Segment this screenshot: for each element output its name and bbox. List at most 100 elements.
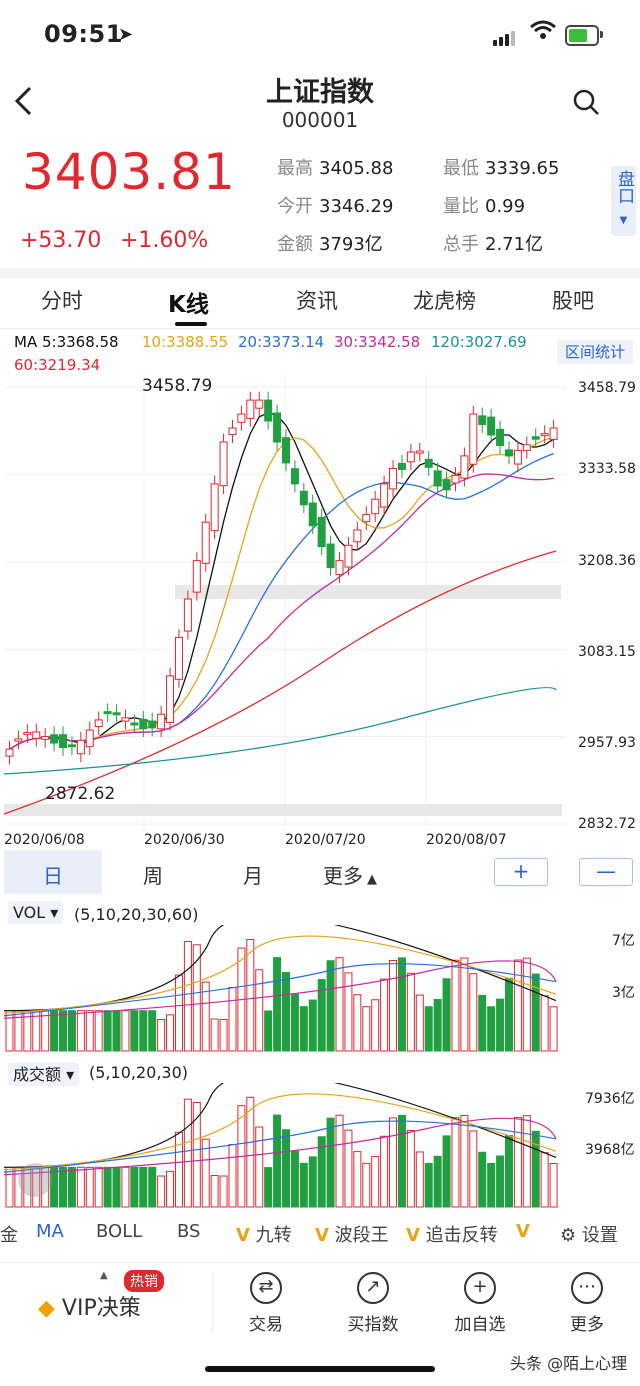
candle-body	[237, 413, 246, 423]
amount-bar	[362, 1162, 371, 1208]
volume-bar	[246, 939, 255, 1052]
ma20-line	[9, 452, 554, 750]
ma20-legend: 20:3373.14	[238, 333, 325, 351]
volume-bar	[504, 977, 513, 1052]
caret-up-icon: ▲	[100, 1270, 108, 1281]
candle-body	[76, 739, 85, 755]
wifi-icon	[530, 20, 556, 46]
nav-buy-index[interactable]: ↗ 买指数	[328, 1272, 418, 1335]
vip-v-icon: V	[516, 1221, 530, 1242]
volume-chart[interactable]	[0, 925, 640, 1055]
amount-bar	[442, 1135, 451, 1208]
volume-bar	[317, 979, 326, 1052]
candle-body	[59, 734, 68, 749]
candle-body	[228, 427, 237, 436]
amount-bar	[371, 1156, 380, 1208]
stat-volume-ratio: 量比 0.99	[443, 196, 526, 217]
volume-bar	[85, 1010, 94, 1052]
caret-down-icon: ▼	[619, 215, 628, 226]
indicator-tab-ma[interactable]: MA	[36, 1221, 64, 1242]
amount-chart[interactable]	[0, 1083, 640, 1209]
floating-assist-button[interactable]	[18, 1163, 52, 1197]
period-day[interactable]: 日	[43, 864, 63, 888]
volume-bar	[290, 993, 299, 1052]
indicator-tab-boduanwang[interactable]: V 波段王	[315, 1225, 389, 1246]
candle-body	[326, 543, 335, 569]
tab-guba[interactable]: 股吧	[552, 289, 594, 313]
volume-bar	[299, 1006, 308, 1052]
volume-bar	[415, 994, 424, 1052]
period-week[interactable]: 周	[143, 864, 163, 888]
interval-stats-button[interactable]: 区间统计	[557, 340, 633, 364]
stat-amount: 金额 3793亿	[277, 234, 383, 255]
pankou-button[interactable]: 盘口 ▼	[611, 166, 636, 236]
indicator-tab-jin[interactable]: 金	[0, 1225, 18, 1246]
volume-bar	[522, 957, 531, 1052]
support-band-upper	[175, 585, 561, 599]
candle-body	[85, 729, 94, 748]
indicator-tab-zhuiji[interactable]: V 追击反转	[406, 1225, 498, 1246]
indicator-tab-boll[interactable]: BOLL	[96, 1221, 143, 1242]
volume-bar	[148, 1010, 157, 1052]
vol-params: (5,10,20,30,60)	[74, 905, 199, 924]
volume-bar	[406, 972, 415, 1052]
zoom-out-button[interactable]: —	[579, 858, 633, 886]
period-more[interactable]: 更多 ▲	[323, 860, 377, 889]
ma5-legend: MA 5:3368.58	[14, 333, 119, 351]
active-tab-indicator	[175, 322, 207, 326]
tab-news[interactable]: 资讯	[296, 289, 338, 313]
date-tick-4: 2020/08/07	[426, 832, 507, 848]
candle-body	[41, 736, 50, 740]
volume-bar	[540, 995, 549, 1052]
amount-bar	[504, 1134, 513, 1208]
vip-decision-button[interactable]: ◆ VIP决策	[38, 1290, 141, 1322]
candle-body	[290, 468, 299, 485]
tab-longhubang[interactable]: 龙虎榜	[413, 289, 476, 313]
candle-body	[397, 462, 406, 471]
candle-body	[308, 502, 317, 527]
vol-indicator-selector[interactable]: VOL ▾	[8, 901, 64, 924]
volume-bar	[353, 994, 362, 1052]
volume-bar	[192, 944, 201, 1052]
volume-bar	[397, 957, 406, 1052]
period-month[interactable]: 月	[243, 864, 263, 888]
amount-bar	[308, 1156, 317, 1208]
section-divider	[0, 268, 640, 278]
candle-body	[540, 433, 549, 437]
nav-trade[interactable]: ⇄ 交易	[221, 1272, 311, 1335]
amount-bar	[228, 1144, 237, 1208]
tab-bar	[0, 278, 640, 329]
volume-bar	[282, 971, 290, 1052]
candle-body	[130, 722, 139, 726]
candle-body	[166, 675, 175, 723]
nav-more[interactable]: ⋯ 更多	[542, 1272, 632, 1335]
hot-badge: 热销	[124, 1270, 164, 1292]
amount-bar	[326, 1117, 335, 1208]
kline-chart[interactable]	[0, 374, 640, 850]
volume-bar	[389, 959, 398, 1052]
price-tick-5: 2957.93	[578, 735, 636, 751]
amount-bar	[273, 1114, 282, 1208]
tab-kline[interactable]: K线	[168, 292, 209, 318]
search-icon[interactable]	[572, 88, 600, 120]
zoom-in-button[interactable]: +	[494, 858, 548, 886]
nav-add-watchlist[interactable]: + 加自选	[435, 1272, 525, 1335]
back-icon[interactable]	[12, 84, 42, 120]
amount-bar	[513, 1116, 522, 1208]
indicator-tab-jiuzhuan[interactable]: V 九转	[236, 1225, 292, 1246]
amount-bar	[183, 1098, 192, 1208]
volume-bar	[264, 1010, 273, 1052]
amount-indicator-selector[interactable]: 成交额 ▾	[8, 1061, 80, 1086]
indicator-tab-bs[interactable]: BS	[177, 1221, 201, 1242]
volume-bar	[460, 957, 469, 1052]
candle-body	[531, 436, 540, 440]
amount-bar	[210, 1175, 219, 1208]
date-tick-1: 2020/06/08	[4, 832, 85, 848]
candle-body	[103, 711, 112, 715]
settings-button[interactable]: ⚙ 设置	[560, 1225, 618, 1246]
amount-bar	[50, 1166, 59, 1208]
tab-fenshi[interactable]: 分时	[41, 289, 83, 313]
stock-code: 000001	[281, 108, 359, 132]
volume-bar	[380, 978, 389, 1052]
price-tick-6: 2832.72	[578, 816, 636, 832]
